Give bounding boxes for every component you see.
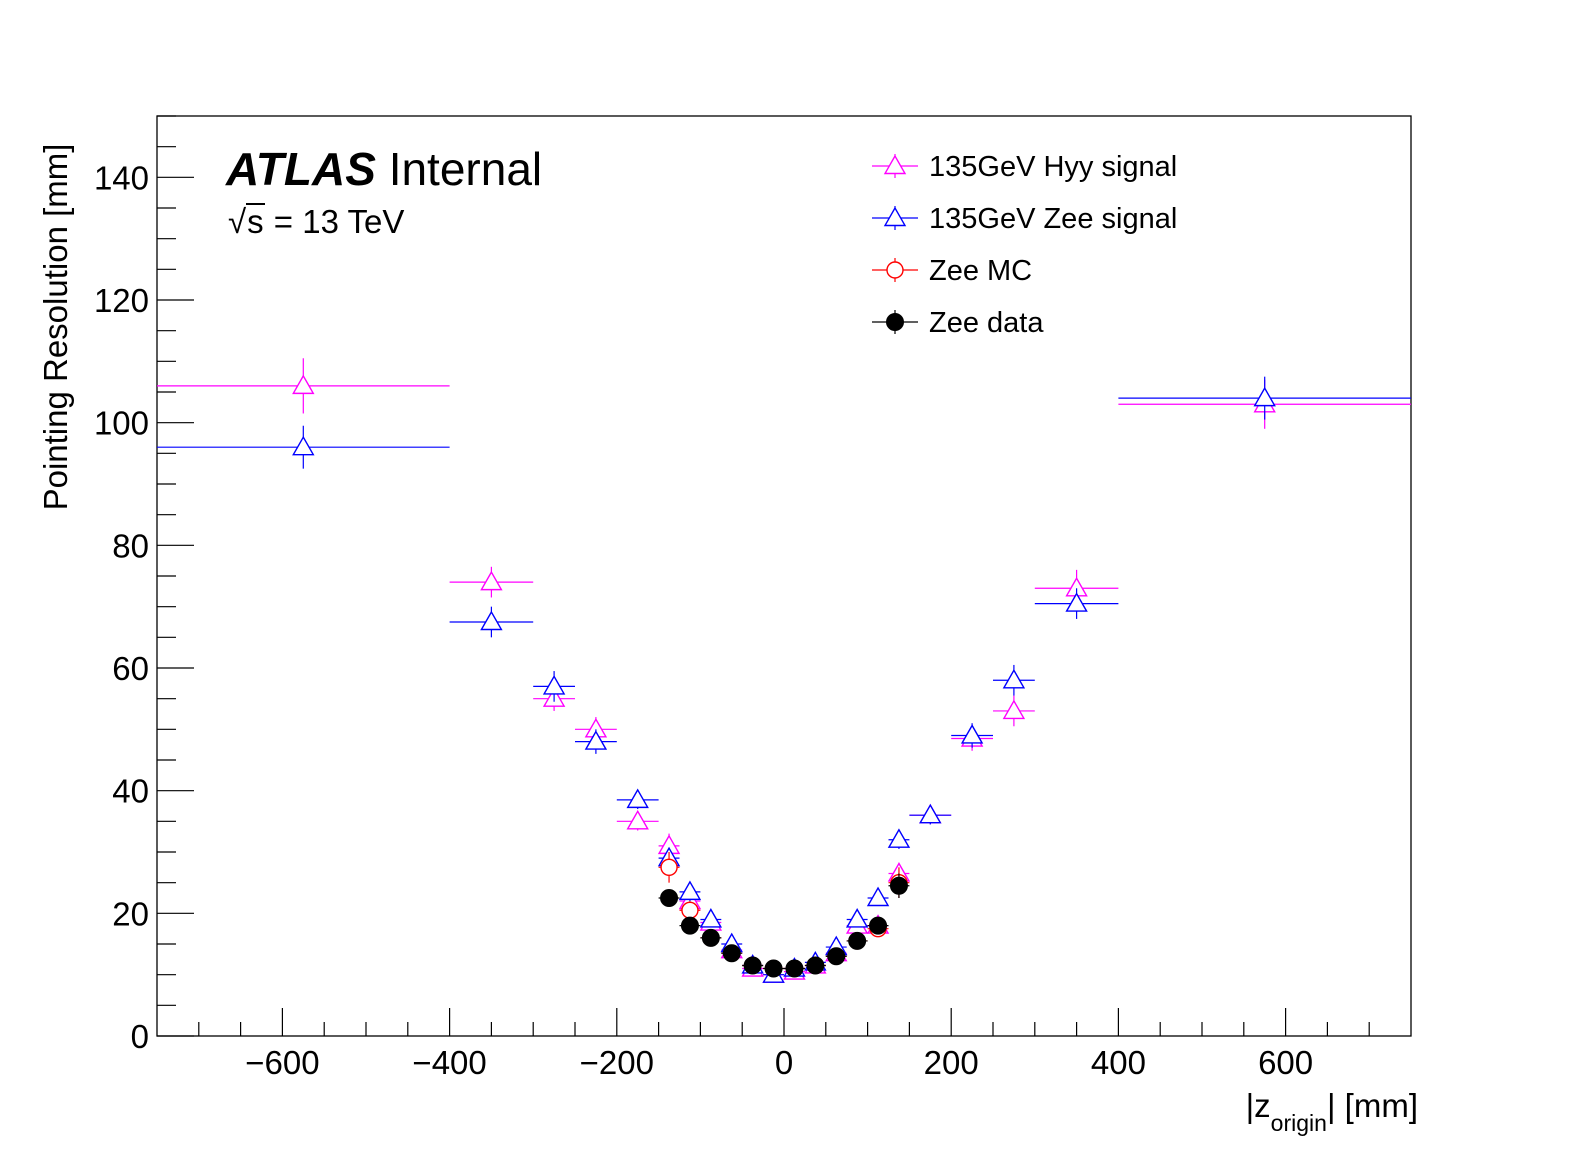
energy-label: √s = 13 TeV: [228, 203, 404, 241]
series-zee-data: [658, 873, 910, 978]
y-tick-label: 60: [112, 650, 149, 687]
x-tick-label: 400: [1091, 1044, 1146, 1081]
legend-label: 135GeV Hyy signal: [929, 151, 1177, 183]
axes: −600 −400 −200 0 200 400 600 0 20 40 60 80 100 120 140: [94, 115, 1412, 1081]
x-tick-label: −400: [412, 1044, 486, 1081]
data-point: [701, 928, 720, 947]
data-point: [827, 947, 846, 966]
data-point: [887, 828, 911, 848]
legend-label: Zee MC: [929, 255, 1032, 287]
data-point: [480, 610, 503, 631]
atlas-brand: ATLAS: [226, 143, 376, 195]
data-point: [678, 880, 702, 901]
data-points: [157, 358, 1411, 983]
data-point: [960, 724, 984, 744]
y-tick-label: 40: [112, 773, 149, 810]
y-tick-label: 140: [94, 159, 149, 196]
data-point: [1065, 592, 1088, 612]
legend-label: 135GeV Zee signal: [929, 203, 1177, 235]
legend-marker: [883, 154, 907, 175]
data-point: [785, 959, 804, 978]
data-point: [1002, 699, 1026, 720]
y-tick-label: 0: [131, 1018, 149, 1055]
legend-marker: [886, 261, 904, 279]
data-point: [584, 730, 608, 750]
data-point: [699, 908, 723, 928]
legend-marker: [883, 206, 907, 227]
legend-entry: Zee MC: [872, 255, 1032, 287]
data-point: [764, 959, 783, 978]
series-135gev-zee-signal: [157, 376, 1411, 983]
data-point: [626, 809, 649, 830]
data-point: [743, 956, 762, 975]
series-135gev-hyy-signal: [157, 358, 1411, 983]
x-axis-label: |zorigin| [mm]: [1246, 1087, 1418, 1137]
x-axis-label-suffix: | [mm]: [1326, 1087, 1418, 1124]
y-tick-label: 100: [94, 405, 149, 442]
data-point: [845, 908, 869, 928]
legend-entry: 135GeV Hyy signal: [872, 151, 1177, 183]
data-point: [806, 956, 825, 975]
data-point: [1253, 386, 1276, 407]
data-point: [889, 876, 908, 895]
data-point: [660, 889, 679, 907]
data-point: [680, 916, 699, 935]
legend: 135GeV Hyy signal 135GeV Zee signal Zee MC…: [872, 151, 1177, 339]
sqrt-sign: √: [228, 203, 247, 240]
legend-entry: Zee data: [872, 307, 1044, 339]
legend-entry: 135GeV Zee signal: [872, 203, 1177, 235]
legend-marker: [886, 313, 904, 331]
data-point: [660, 858, 678, 877]
data-point: [681, 901, 699, 919]
legend-label: Zee data: [929, 307, 1044, 339]
atlas-status: Internal: [388, 143, 543, 195]
x-tick-label: 200: [924, 1044, 979, 1081]
data-point: [869, 916, 888, 935]
y-axis-label: Pointing Resolution [mm]: [37, 143, 74, 511]
data-point: [1002, 668, 1026, 689]
data-point: [542, 674, 566, 695]
energy-value: = 13 TeV: [264, 203, 405, 240]
x-tick-label: −200: [580, 1044, 654, 1081]
data-point: [866, 886, 890, 907]
data-point: [919, 803, 942, 824]
data-point: [292, 435, 315, 456]
x-axis-label-prefix: |z: [1245, 1087, 1271, 1124]
x-tick-label: −600: [245, 1044, 319, 1081]
data-point: [848, 931, 867, 950]
data-point: [722, 944, 741, 963]
energy-symbol: s: [246, 203, 265, 240]
data-point: [480, 570, 503, 591]
series-zee-mc: [658, 852, 910, 978]
y-tick-label: 80: [112, 527, 149, 564]
y-tick-label: 20: [112, 895, 149, 932]
data-point: [292, 374, 315, 395]
x-tick-label: 600: [1258, 1044, 1313, 1081]
data-point: [626, 788, 649, 809]
x-tick-label: 0: [775, 1044, 793, 1081]
x-axis-label-sub: origin: [1270, 1110, 1327, 1136]
plot-frame: [156, 115, 1412, 1037]
atlas-label: ATLAS Internal: [226, 142, 542, 196]
y-tick-label: 120: [94, 282, 149, 319]
